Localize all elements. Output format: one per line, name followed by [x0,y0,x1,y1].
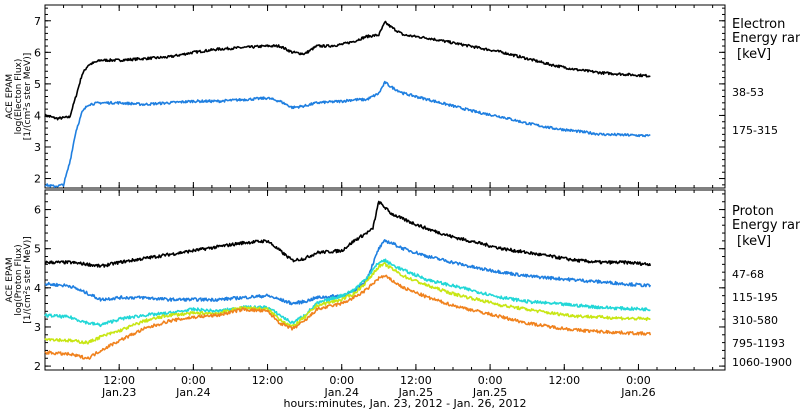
electron-legend-unit: [keV] [737,47,771,62]
y-tick-label: 3 [34,141,41,154]
proton-legend-unit: [keV] [737,234,771,249]
legend-entry-175-315: 175-315 [732,124,778,137]
electron-legend-title: Electron [732,17,785,32]
x-tick-date-label: Jan.26 [620,386,655,399]
series-310-580-line [44,258,651,328]
y-tick-label: 5 [34,78,41,91]
proton-legend-title: Energy ran [732,218,800,233]
series-795-1193-line [44,262,651,345]
x-tick-date-label: Jan.24 [324,386,359,399]
y-tick-label: 4 [34,282,41,295]
x-tick-date-label: Jan.25 [398,386,433,399]
y-tick-label: 3 [34,321,41,334]
x-tick-date-label: Jan.24 [175,386,210,399]
electron-y-axis-label: log(Electon Flux) [14,59,24,135]
y-tick-label: 2 [34,360,41,373]
proton-legend-title: Proton [732,204,774,219]
series-38-53-line [44,20,651,121]
y-tick-label: 4 [34,109,41,122]
legend-entry-1060-1900: 1060-1900 [732,356,792,369]
proton-y-axis-label: [1/(cm²s ster MeV)] [23,236,33,323]
x-tick-time-label: 0:00 [478,374,503,387]
legend-entry-310-580: 310-580 [732,314,778,327]
proton-y-axis-label: ACE EPAM [5,257,15,302]
x-tick-time-label: 0:00 [329,374,354,387]
electron-legend-title: Energy ran [732,31,800,46]
proton-panel-frame [44,189,726,371]
x-tick-date-label: Jan.25 [472,386,507,399]
y-tick-label: 2 [34,173,41,186]
y-tick-label: 6 [34,204,41,217]
x-tick-date-label: Jan.23 [101,386,136,399]
proton-y-axis-label: log(Proton Flux) [14,244,24,315]
y-tick-label: 5 [34,243,41,256]
electron-y-axis-label: ACE EPAM [5,74,15,119]
legend-entry-47-68: 47-68 [732,268,764,281]
legend-entry-115-195: 115-195 [732,291,778,304]
x-tick-time-label: 0:00 [626,374,651,387]
x-tick-time-label: 12:00 [548,374,580,387]
x-tick-time-label: 0:00 [181,374,206,387]
y-tick-label: 6 [34,46,41,59]
electron-y-axis-label: [1/(cm²s ster MeV)] [23,53,33,140]
x-tick-time-label: 12:00 [400,374,432,387]
legend-entry-38-53: 38-53 [732,86,764,99]
series-47-68-line [44,200,652,268]
x-axis-title: hours:minutes, Jan. 23, 2012 - Jan. 26, … [284,397,527,410]
series-175-315-line [44,80,651,188]
legend-entry-795-1193: 795-1193 [732,337,785,350]
x-tick-time-label: 12:00 [252,374,284,387]
series-1060-1900-line [44,274,652,360]
electron-panel-frame [44,4,726,189]
x-tick-time-label: 12:00 [103,374,135,387]
y-tick-label: 7 [34,15,41,28]
